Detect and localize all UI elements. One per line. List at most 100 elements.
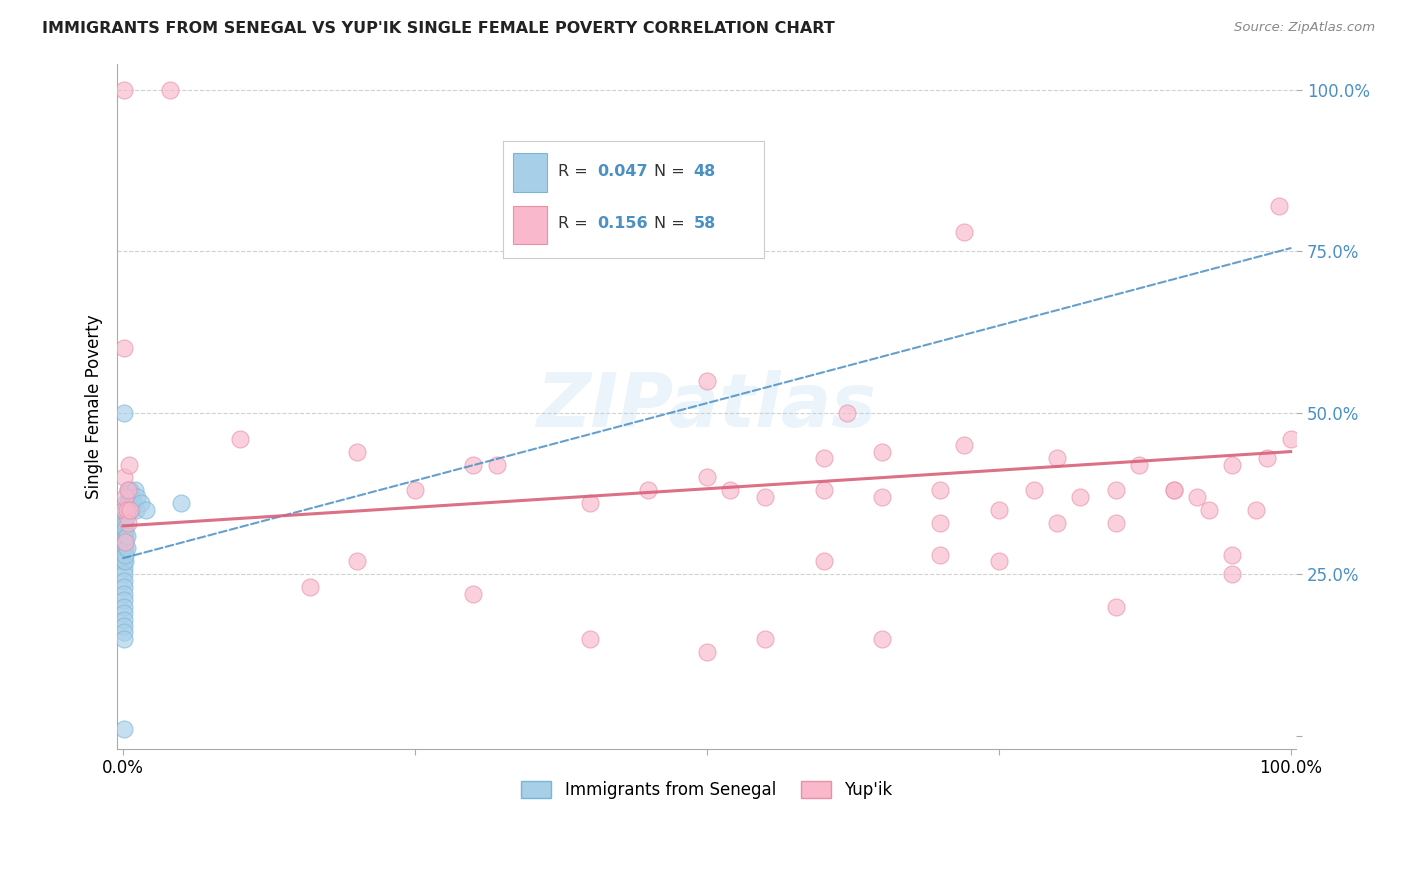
Text: 0.156: 0.156 (596, 216, 647, 231)
Point (1046, 516, 1069, 530)
Point (114, 548, 136, 562)
Point (870, 632, 893, 646)
Point (112, 522, 135, 536)
Point (112, 502, 135, 516)
Bar (513, 205, 547, 244)
Text: ZIPatlas: ZIPatlas (537, 370, 877, 443)
Point (112, 470, 135, 484)
Point (1104, 516, 1126, 530)
Point (120, 502, 142, 516)
Point (124, 483, 146, 498)
Point (929, 483, 952, 498)
Point (987, 554, 1010, 568)
Point (114, 502, 136, 516)
Point (718, 483, 741, 498)
Point (118, 502, 141, 516)
Point (112, 561, 135, 575)
Point (1187, 490, 1209, 504)
Point (463, 458, 485, 472)
Point (112, 502, 135, 516)
Point (114, 496, 136, 510)
Point (125, 502, 148, 516)
Point (870, 444, 893, 458)
Point (118, 458, 141, 472)
Point (112, 83, 135, 97)
Point (112, 406, 135, 420)
Point (579, 496, 602, 510)
Point (117, 483, 139, 498)
Legend: Immigrants from Senegal, Yup'ik: Immigrants from Senegal, Yup'ik (515, 774, 898, 805)
Point (1220, 567, 1243, 582)
Point (159, 83, 181, 97)
Point (118, 490, 141, 504)
Point (754, 632, 776, 646)
Point (1046, 451, 1069, 466)
Point (114, 535, 136, 549)
Point (112, 535, 135, 549)
Text: N =: N = (654, 216, 690, 231)
Point (813, 554, 835, 568)
Point (112, 632, 135, 646)
Y-axis label: Single Female Poverty: Single Female Poverty (86, 314, 103, 499)
Point (112, 723, 135, 737)
Text: Source: ZipAtlas.com: Source: ZipAtlas.com (1234, 21, 1375, 34)
Text: IMMIGRANTS FROM SENEGAL VS YUP'IK SINGLE FEMALE POVERTY CORRELATION CHART: IMMIGRANTS FROM SENEGAL VS YUP'IK SINGLE… (42, 21, 835, 36)
Point (114, 516, 136, 530)
Text: 0.047: 0.047 (596, 163, 647, 178)
Point (115, 528, 138, 542)
Point (112, 587, 135, 601)
Point (929, 516, 952, 530)
Point (229, 432, 252, 446)
Point (112, 554, 135, 568)
Point (813, 451, 835, 466)
Point (1220, 548, 1243, 562)
Text: R =: R = (558, 216, 592, 231)
Point (754, 490, 776, 504)
Point (952, 225, 974, 239)
Point (1256, 451, 1278, 466)
Point (1128, 458, 1150, 472)
Point (117, 483, 139, 498)
Point (346, 444, 368, 458)
Text: 48: 48 (693, 163, 716, 178)
Point (125, 490, 148, 504)
Point (404, 483, 426, 498)
Point (952, 438, 974, 452)
Text: N =: N = (654, 163, 690, 178)
Point (135, 502, 157, 516)
Point (114, 541, 136, 556)
Point (1244, 502, 1267, 516)
Point (114, 522, 136, 536)
Text: R =: R = (558, 163, 592, 178)
Point (114, 554, 136, 568)
Point (115, 509, 138, 524)
Point (1220, 458, 1243, 472)
Point (987, 502, 1010, 516)
Point (112, 574, 135, 588)
Point (112, 509, 135, 524)
Point (121, 490, 143, 504)
Point (112, 599, 135, 614)
Point (114, 535, 136, 549)
Point (696, 374, 718, 388)
Point (112, 567, 135, 582)
Point (298, 580, 321, 594)
Point (1163, 483, 1185, 498)
Point (114, 490, 136, 504)
Point (1069, 490, 1091, 504)
Point (579, 632, 602, 646)
Point (117, 496, 139, 510)
Point (112, 580, 135, 594)
Point (117, 516, 139, 530)
Point (1163, 483, 1185, 498)
Point (835, 406, 858, 420)
Point (112, 606, 135, 620)
Point (1268, 199, 1291, 213)
Point (813, 483, 835, 498)
Point (112, 516, 135, 530)
Point (114, 528, 136, 542)
Point (1104, 599, 1126, 614)
Point (696, 470, 718, 484)
Point (1279, 432, 1302, 446)
Point (485, 458, 508, 472)
